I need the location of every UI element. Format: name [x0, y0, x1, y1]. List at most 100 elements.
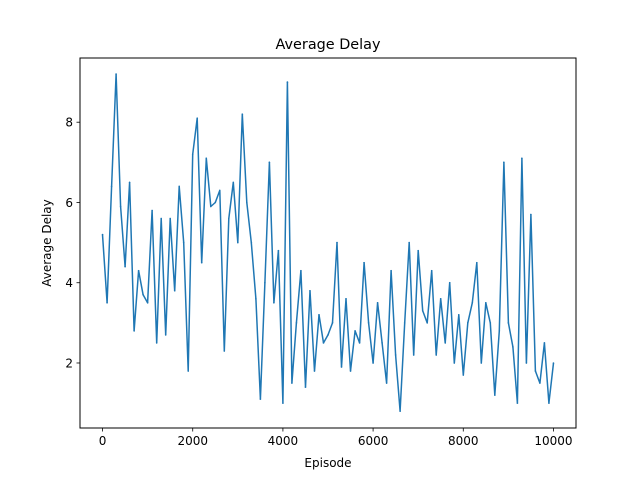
series-points: [101, 73, 555, 412]
data-point-10: [146, 301, 149, 304]
data-point-92: [516, 402, 519, 404]
data-point-7: [133, 330, 135, 332]
data-point-76: [444, 342, 447, 344]
data-point-83: [476, 261, 478, 264]
y-axis: 2 4 6 8: [65, 116, 80, 370]
data-point-87: [494, 394, 496, 396]
data-point-35: [259, 398, 262, 400]
data-point-14: [164, 334, 167, 336]
data-point-66: [399, 410, 401, 412]
data-point-42: [291, 382, 293, 384]
data-point-21: [196, 117, 199, 119]
data-point-57: [358, 342, 361, 344]
data-point-2: [110, 185, 113, 188]
data-point-59: [367, 322, 370, 324]
data-point-49: [322, 342, 325, 344]
data-point-8: [137, 269, 140, 272]
data-point-19: [187, 370, 190, 372]
y-tick-label: 2: [65, 356, 73, 370]
data-point-41: [286, 81, 289, 83]
data-point-12: [155, 342, 158, 344]
data-point-64: [390, 269, 392, 272]
data-point-77: [448, 281, 451, 284]
data-point-62: [381, 342, 383, 344]
data-point-88: [498, 330, 501, 332]
data-point-74: [435, 354, 438, 356]
data-point-11: [151, 209, 153, 212]
data-point-13: [160, 217, 162, 220]
x-tick-label: 2000: [177, 434, 208, 448]
data-point-63: [385, 382, 388, 384]
data-point-38: [273, 301, 275, 304]
plot-frame: [79, 57, 577, 429]
data-point-100: [552, 362, 555, 364]
data-point-30: [237, 241, 239, 244]
data-point-65: [394, 354, 397, 356]
data-point-4: [119, 205, 122, 208]
data-point-26: [218, 189, 221, 192]
data-point-6: [128, 181, 131, 184]
data-point-29: [232, 181, 235, 184]
data-point-84: [480, 362, 483, 364]
data-point-67: [403, 322, 406, 324]
data-point-45: [304, 386, 307, 388]
data-point-22: [200, 261, 203, 264]
y-axis-label: Average Delay: [40, 199, 54, 287]
data-point-25: [214, 201, 217, 204]
data-point-94: [525, 362, 528, 364]
x-axis: 0 2000 4000 6000 8000 10000: [99, 428, 573, 448]
data-point-93: [521, 157, 523, 160]
data-point-78: [453, 362, 456, 364]
data-point-54: [345, 297, 347, 300]
data-point-68: [408, 241, 410, 244]
data-point-95: [530, 213, 532, 216]
data-point-1: [106, 301, 108, 304]
data-point-79: [457, 314, 460, 316]
data-point-60: [372, 362, 374, 364]
data-point-47: [313, 370, 316, 372]
data-point-50: [327, 334, 329, 336]
data-point-73: [430, 269, 433, 272]
data-point-89: [503, 161, 505, 164]
data-point-72: [426, 322, 429, 324]
data-point-99: [548, 402, 550, 404]
data-point-32: [246, 201, 248, 204]
data-point-52: [336, 241, 338, 244]
data-point-55: [349, 370, 352, 372]
data-point-96: [534, 370, 537, 372]
data-point-39: [277, 249, 280, 252]
data-point-75: [439, 297, 442, 300]
data-point-33: [250, 241, 253, 244]
data-point-43: [295, 322, 298, 324]
data-point-71: [421, 310, 424, 312]
x-tick-label: 10000: [534, 434, 572, 448]
data-point-44: [300, 269, 302, 272]
data-point-86: [489, 322, 492, 324]
data-point-18: [182, 241, 185, 244]
data-point-69: [412, 354, 415, 356]
data-point-37: [268, 161, 271, 164]
data-point-15: [169, 217, 171, 220]
x-tick-label: 6000: [358, 434, 389, 448]
data-point-34: [255, 297, 257, 300]
chart-title: Average Delay: [276, 37, 381, 53]
data-point-61: [376, 301, 379, 304]
data-point-23: [205, 157, 208, 160]
x-tick-label: 8000: [448, 434, 479, 448]
data-point-98: [543, 342, 546, 344]
data-point-48: [318, 314, 320, 316]
data-point-97: [539, 382, 541, 384]
data-point-56: [354, 330, 356, 332]
data-point-28: [228, 217, 230, 220]
x-tick-label: 0: [99, 434, 107, 448]
data-point-81: [466, 322, 469, 324]
data-point-36: [264, 281, 266, 284]
x-tick-label: 4000: [268, 434, 299, 448]
data-point-70: [417, 249, 419, 252]
data-point-51: [331, 322, 334, 324]
data-point-20: [191, 153, 194, 156]
data-point-0: [101, 233, 104, 236]
y-tick-label: 4: [65, 276, 73, 290]
